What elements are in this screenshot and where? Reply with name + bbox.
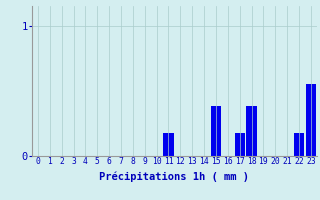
Bar [294, 133, 304, 156]
Bar [211, 106, 221, 156]
Bar [306, 84, 316, 156]
Bar [235, 133, 245, 156]
Bar [164, 133, 173, 156]
X-axis label: Précipitations 1h ( mm ): Précipitations 1h ( mm ) [100, 172, 249, 182]
Bar [246, 106, 257, 156]
